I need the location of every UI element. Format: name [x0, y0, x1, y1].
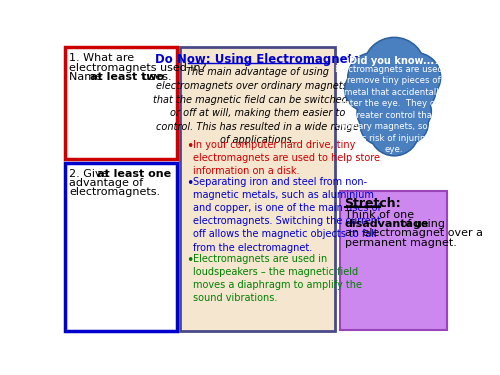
Text: •: •: [186, 140, 194, 153]
Bar: [340, 191, 447, 330]
Circle shape: [368, 79, 420, 131]
Circle shape: [362, 106, 399, 144]
Text: electromagnets.: electromagnets.: [70, 188, 160, 198]
Circle shape: [392, 54, 439, 100]
Text: advantage of: advantage of: [70, 178, 144, 188]
Bar: [65, 47, 177, 159]
Circle shape: [388, 104, 428, 144]
Circle shape: [365, 39, 424, 98]
Circle shape: [388, 66, 434, 113]
Circle shape: [371, 108, 418, 154]
Bar: [180, 47, 336, 332]
Circle shape: [357, 91, 401, 134]
Circle shape: [370, 94, 419, 144]
Text: Did you know...?: Did you know...?: [349, 56, 440, 66]
Bar: [65, 163, 177, 331]
Circle shape: [368, 93, 420, 145]
Text: Separating iron and steel from non-
magnetic metals, such as aluminium
and coppe: Separating iron and steel from non- magn…: [194, 177, 382, 253]
Text: 2. Give: 2. Give: [70, 169, 112, 179]
Circle shape: [358, 93, 399, 133]
Circle shape: [349, 54, 396, 100]
Circle shape: [391, 53, 440, 102]
Text: Name: Name: [70, 72, 106, 82]
Text: Think of one: Think of one: [344, 210, 414, 220]
Text: electromagnets used in?: electromagnets used in?: [70, 63, 207, 73]
Circle shape: [386, 65, 436, 114]
Text: •: •: [186, 177, 194, 190]
Circle shape: [344, 68, 388, 111]
Text: at least two: at least two: [90, 72, 164, 82]
Circle shape: [390, 105, 427, 142]
Circle shape: [348, 53, 398, 102]
Text: In your computer hard drive, tiny
electromagnets are used to help store
informat: In your computer hard drive, tiny electr…: [194, 140, 380, 176]
Circle shape: [357, 62, 416, 120]
Text: permanent magnet.: permanent magnet.: [344, 237, 457, 248]
Text: at least one: at least one: [98, 169, 172, 179]
Circle shape: [370, 106, 419, 156]
Text: •: •: [186, 254, 194, 267]
Circle shape: [366, 77, 422, 133]
Circle shape: [388, 90, 432, 133]
Text: The main advantage of using
electromagnets over ordinary magnets is
that the mag: The main advantage of using electromagne…: [152, 68, 363, 146]
Text: of using: of using: [396, 219, 444, 229]
Text: Electromagnets are used in
loudspeakers – the magnetic field
moves a diaphragm t: Electromagnets are used in loudspeakers …: [194, 254, 362, 303]
Text: Do Now: Using Electromagnets: Do Now: Using Electromagnets: [155, 54, 360, 66]
Text: Electromagnets are used to
remove tiny pieces of
metal that accidentally
enter t: Electromagnets are used to remove tiny p…: [334, 65, 454, 154]
Circle shape: [358, 63, 414, 119]
Circle shape: [360, 105, 401, 145]
Text: Stretch:: Stretch:: [344, 198, 401, 210]
Text: 1. What are: 1. What are: [70, 54, 134, 63]
Text: disadvantage: disadvantage: [344, 219, 429, 229]
Circle shape: [346, 70, 387, 110]
Text: an electromagnet over a: an electromagnet over a: [344, 228, 482, 238]
Text: uses.: uses.: [139, 72, 172, 82]
Circle shape: [363, 37, 425, 99]
Circle shape: [390, 91, 430, 131]
